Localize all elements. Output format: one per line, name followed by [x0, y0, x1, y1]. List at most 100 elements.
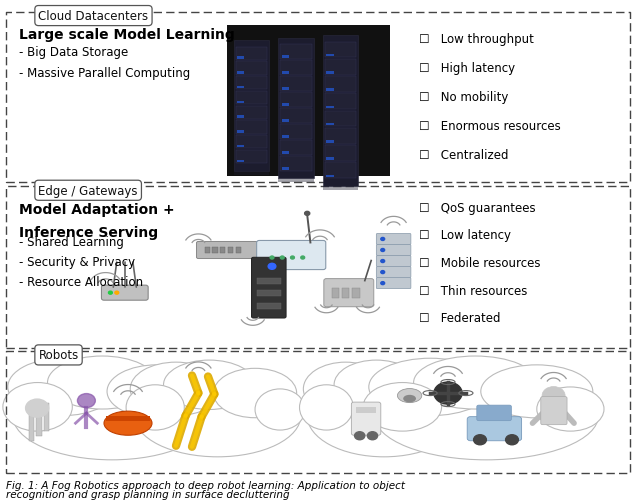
FancyBboxPatch shape — [477, 405, 511, 421]
Ellipse shape — [164, 360, 255, 410]
Bar — [257, 303, 281, 309]
Text: - Massive Parallel Computing: - Massive Parallel Computing — [19, 67, 191, 80]
Bar — [237, 116, 244, 119]
Circle shape — [77, 394, 95, 408]
Text: - Resource Allocation: - Resource Allocation — [19, 276, 143, 289]
Circle shape — [367, 432, 378, 440]
Bar — [325, 129, 356, 144]
FancyBboxPatch shape — [323, 36, 358, 186]
Bar — [332, 288, 339, 298]
FancyBboxPatch shape — [278, 39, 314, 179]
Circle shape — [305, 212, 310, 216]
Ellipse shape — [403, 395, 416, 403]
Bar — [257, 291, 281, 297]
Ellipse shape — [374, 372, 598, 460]
Bar — [236, 151, 267, 164]
Bar — [325, 77, 356, 93]
Ellipse shape — [364, 383, 442, 431]
Bar — [106, 416, 150, 421]
Bar — [282, 168, 289, 170]
Ellipse shape — [369, 359, 492, 416]
Bar — [282, 104, 289, 106]
Bar — [282, 136, 289, 138]
Ellipse shape — [380, 369, 457, 418]
Text: Inference Serving: Inference Serving — [19, 225, 158, 239]
Bar — [326, 141, 334, 143]
Bar — [326, 175, 334, 178]
Ellipse shape — [255, 389, 305, 430]
Bar — [280, 77, 312, 92]
Circle shape — [381, 238, 385, 241]
Circle shape — [381, 249, 385, 252]
Bar — [280, 109, 312, 123]
Bar — [236, 48, 267, 61]
Text: ☐   Thin resources: ☐ Thin resources — [419, 284, 527, 297]
FancyBboxPatch shape — [257, 241, 326, 270]
Bar — [282, 72, 289, 75]
FancyBboxPatch shape — [376, 256, 411, 267]
Ellipse shape — [107, 365, 206, 418]
Circle shape — [434, 382, 462, 404]
Bar — [325, 146, 356, 162]
FancyBboxPatch shape — [252, 258, 286, 319]
Ellipse shape — [126, 385, 184, 430]
Bar — [280, 125, 312, 139]
Bar — [29, 413, 34, 441]
Bar — [280, 45, 312, 60]
Ellipse shape — [481, 365, 593, 418]
Circle shape — [506, 435, 518, 445]
FancyBboxPatch shape — [376, 267, 411, 278]
Text: ☐   Federated: ☐ Federated — [419, 312, 500, 325]
Text: Model Adaptation +: Model Adaptation + — [19, 202, 175, 216]
FancyBboxPatch shape — [467, 417, 522, 441]
Ellipse shape — [307, 375, 461, 457]
Bar — [236, 77, 267, 90]
Bar — [326, 89, 334, 92]
Ellipse shape — [134, 375, 301, 457]
FancyBboxPatch shape — [234, 41, 269, 171]
Circle shape — [270, 257, 274, 260]
Bar — [282, 56, 289, 59]
Text: ☐   Low throughput: ☐ Low throughput — [419, 33, 534, 46]
Text: ☐   Low latency: ☐ Low latency — [419, 229, 511, 242]
Circle shape — [381, 260, 385, 263]
Bar — [236, 136, 267, 149]
Ellipse shape — [47, 356, 157, 409]
FancyBboxPatch shape — [196, 242, 258, 259]
Ellipse shape — [131, 362, 222, 416]
Ellipse shape — [300, 385, 353, 430]
Ellipse shape — [214, 369, 297, 418]
Text: ☐   QoS guarantees: ☐ QoS guarantees — [419, 201, 536, 214]
Text: - Shared Learning: - Shared Learning — [19, 235, 124, 248]
Ellipse shape — [334, 360, 419, 410]
Circle shape — [542, 387, 565, 405]
Text: ☐   Mobile resources: ☐ Mobile resources — [419, 257, 541, 270]
Ellipse shape — [397, 389, 422, 403]
Bar — [228, 247, 233, 254]
Bar — [237, 87, 244, 89]
Bar — [325, 60, 356, 76]
Circle shape — [268, 264, 276, 270]
Bar — [325, 43, 356, 58]
Text: ☐   Centralized: ☐ Centralized — [419, 149, 509, 162]
Bar — [212, 247, 218, 254]
Bar — [326, 72, 334, 75]
Bar — [236, 92, 267, 105]
Bar — [323, 186, 358, 190]
Circle shape — [381, 271, 385, 274]
Bar — [280, 141, 312, 155]
Bar — [326, 107, 334, 109]
Circle shape — [355, 432, 365, 440]
Bar — [280, 93, 312, 107]
Bar — [257, 278, 281, 284]
Text: Fig. 1: A Fog Robotics approach to deep robot learning: Application to object: Fig. 1: A Fog Robotics approach to deep … — [6, 480, 405, 490]
Ellipse shape — [157, 387, 216, 431]
Ellipse shape — [3, 383, 72, 431]
Bar — [352, 288, 360, 298]
FancyBboxPatch shape — [376, 234, 411, 245]
Ellipse shape — [419, 389, 465, 430]
Circle shape — [280, 257, 284, 260]
Bar — [237, 72, 244, 75]
FancyBboxPatch shape — [324, 279, 374, 307]
FancyBboxPatch shape — [541, 397, 567, 425]
